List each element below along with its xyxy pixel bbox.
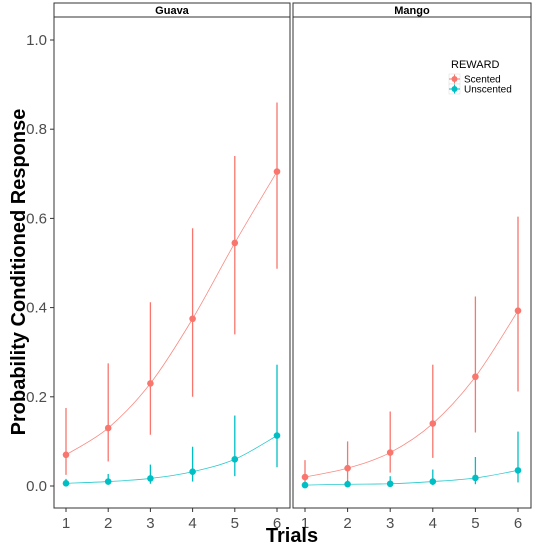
x-tick-label: 1 — [301, 515, 309, 532]
data-point — [429, 420, 437, 427]
series-unscented — [62, 364, 281, 487]
chart-panels: Guava 1 2 3 4 5 6 0.0 0.2 0.4 0.6 0.8 1.0 Mango 1 2 3 4 5 6 — [26, 2, 532, 532]
x-tick-label: 2 — [104, 515, 112, 532]
data-point — [344, 480, 351, 488]
data-point — [386, 480, 394, 488]
legend-title: REWARD — [451, 59, 500, 71]
x-tick-label: 3 — [146, 515, 154, 532]
data-point — [386, 449, 394, 456]
series-line — [304, 469, 519, 486]
legend-point — [451, 76, 458, 82]
y-tick-label: 1.0 — [26, 32, 47, 49]
data-point — [189, 468, 196, 476]
data-point — [472, 474, 479, 482]
x-tick-label: 3 — [386, 515, 394, 532]
data-point — [231, 239, 239, 247]
legend-label: Scented — [464, 75, 501, 86]
series-unscented — [301, 431, 522, 489]
panel-guava: Guava 1 2 3 4 5 6 0.0 0.2 0.4 0.6 0.8 1.0 — [26, 2, 291, 532]
y-tick-label: 0.4 — [26, 300, 47, 317]
data-point — [273, 168, 281, 175]
data-point — [147, 475, 154, 482]
y-tick-label: 0.2 — [26, 389, 47, 406]
x-tick-label: 6 — [273, 515, 281, 532]
x-tick-label: 2 — [343, 515, 351, 532]
facet-strip-label: Guava — [155, 5, 190, 17]
series-line — [65, 435, 278, 484]
data-point — [514, 467, 522, 474]
legend-item-unscented: Unscented — [448, 83, 512, 96]
data-point — [147, 380, 154, 387]
y-tick-label: 0.0 — [26, 478, 47, 495]
data-point — [301, 481, 309, 489]
data-point — [104, 424, 112, 432]
legend-label: Unscented — [464, 85, 512, 96]
x-axis-title: Trials — [266, 525, 318, 547]
panel-mango: Mango 1 2 3 4 5 6 — [292, 2, 532, 532]
y-tick-label: 0.8 — [26, 121, 47, 138]
x-tick-label: 5 — [231, 515, 239, 532]
x-tick-label: 4 — [429, 515, 437, 532]
data-point — [514, 307, 522, 315]
data-point — [104, 478, 112, 485]
data-point — [301, 473, 309, 481]
y-tick-label: 0.6 — [26, 210, 47, 227]
y-axis-title: Probability Conditioned Response — [8, 109, 30, 436]
data-point — [231, 455, 239, 463]
x-tick-label: 4 — [188, 515, 196, 532]
data-point — [62, 480, 70, 487]
legend-point — [451, 86, 458, 92]
data-point — [62, 451, 70, 459]
x-tick-label: 6 — [514, 515, 522, 532]
facet-strip-label: Mango — [394, 5, 430, 17]
data-point — [472, 373, 479, 381]
panel-border — [292, 16, 532, 509]
data-point — [189, 315, 196, 323]
data-point — [273, 432, 281, 439]
data-point — [344, 464, 351, 472]
series-scented — [62, 102, 281, 475]
series-scented — [301, 216, 522, 484]
data-point — [429, 478, 437, 485]
x-tick-label: 5 — [471, 515, 479, 532]
x-tick-label: 1 — [62, 515, 70, 532]
panel-border — [53, 16, 291, 509]
